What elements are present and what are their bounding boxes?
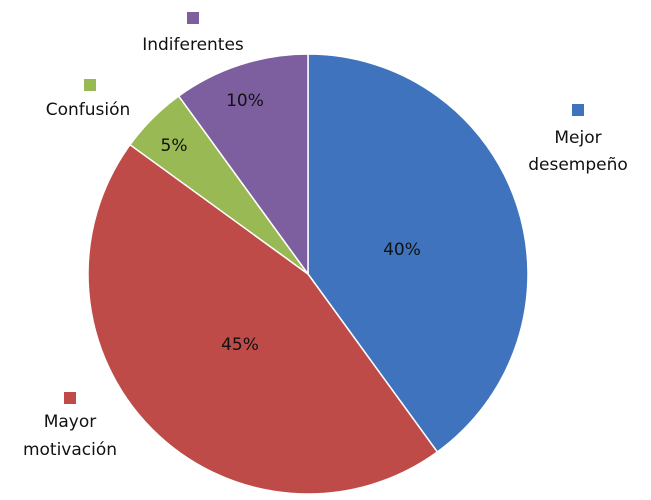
pie-slice <box>87 143 439 495</box>
category-label-line: Indiferentes <box>142 35 244 55</box>
pie-slice <box>177 53 309 277</box>
legend-marker <box>187 12 199 24</box>
pie-slice <box>307 53 529 454</box>
category-label-line: motivación <box>23 440 117 460</box>
data-label: 40% <box>383 240 421 260</box>
data-label: 10% <box>226 91 264 111</box>
category-label: Indiferentes <box>142 35 244 55</box>
legend-marker <box>64 392 76 404</box>
legend-marker <box>572 104 584 116</box>
data-label: 5% <box>161 136 188 156</box>
data-label: 45% <box>221 335 259 355</box>
category-label: Mejor desempeño <box>528 128 628 175</box>
category-label-line: Mejor <box>554 128 601 148</box>
category-label: Confusión <box>46 100 131 120</box>
category-label-line: Mayor <box>44 412 97 432</box>
category-label-line: desempeño <box>528 155 628 175</box>
legend-marker <box>84 79 96 91</box>
category-label: Mayor motivación <box>23 412 117 460</box>
category-label-line: Confusión <box>46 100 131 120</box>
